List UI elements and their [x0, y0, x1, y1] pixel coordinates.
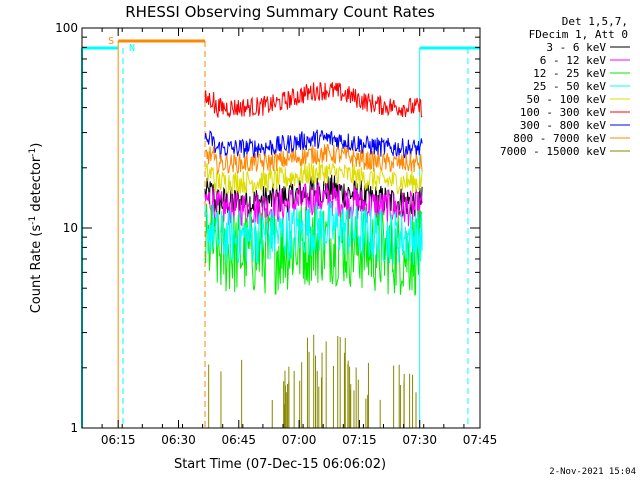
y-tick-label: 10 — [63, 221, 78, 235]
x-tick-label: 07:45 — [463, 433, 498, 447]
y-axis-label-end: ) — [29, 143, 44, 148]
series-1 — [204, 182, 423, 228]
y-axis-label-sup2: -1 — [28, 148, 38, 157]
series-4 — [204, 160, 423, 195]
legend-label: 800 - 7000 keV — [513, 132, 606, 145]
y-tick-label: 100 — [55, 21, 78, 35]
x-axis-ticks: 06:15 06:30 06:45 07:00 07:15 07:30 07:45 — [81, 28, 498, 447]
x-tick-label: 06:45 — [221, 433, 256, 447]
series-5 — [204, 82, 423, 119]
legend-label: 3 - 6 keV — [546, 41, 606, 54]
legend-label: 300 - 800 keV — [520, 119, 606, 132]
y-axis-label-mid: detector — [29, 156, 44, 216]
series-high-energy — [208, 334, 417, 428]
footer-timestamp: 2-Nov-2021 15:04 — [549, 467, 636, 477]
legend-label: 50 - 100 keV — [527, 93, 607, 106]
y-axis-label-sup1: -1 — [28, 216, 38, 225]
saa-label: S — [108, 36, 114, 47]
legend-label: 6 - 12 keV — [540, 54, 607, 67]
y-axis-ticks: 1 10 100 — [55, 21, 480, 435]
series-3 — [204, 200, 423, 265]
x-tick-label: 07:15 — [342, 433, 377, 447]
x-axis-label: Start Time (07-Dec-15 06:06:02) — [174, 457, 386, 472]
legend-label: 25 - 50 keV — [533, 80, 606, 93]
legend-label: 7000 - 15000 keV — [500, 145, 606, 158]
x-tick-label: 07:30 — [402, 433, 437, 447]
night-label: N — [129, 43, 135, 54]
legend-label: 12 - 25 keV — [533, 67, 606, 80]
legend-label: 100 - 300 keV — [520, 106, 606, 119]
x-tick-label: 06:15 — [101, 433, 136, 447]
legend-header: Det 1,5,7, — [562, 15, 628, 28]
legend-header: FDecim 1, Att 0 — [529, 28, 628, 41]
series-7 — [204, 144, 423, 175]
y-axis-label: Count Rate (s-1 detector-1) — [28, 143, 44, 314]
chart-title: RHESSI Observing Summary Count Rates — [125, 3, 435, 21]
y-tick-label: 1 — [70, 421, 78, 435]
y-axis-label-main: Count Rate (s — [29, 225, 44, 314]
x-tick-label: 06:30 — [161, 433, 196, 447]
series-0 — [204, 174, 423, 218]
series-6 — [204, 129, 423, 160]
plot-area: SN — [81, 27, 481, 429]
x-tick-label: 07:00 — [282, 433, 317, 447]
